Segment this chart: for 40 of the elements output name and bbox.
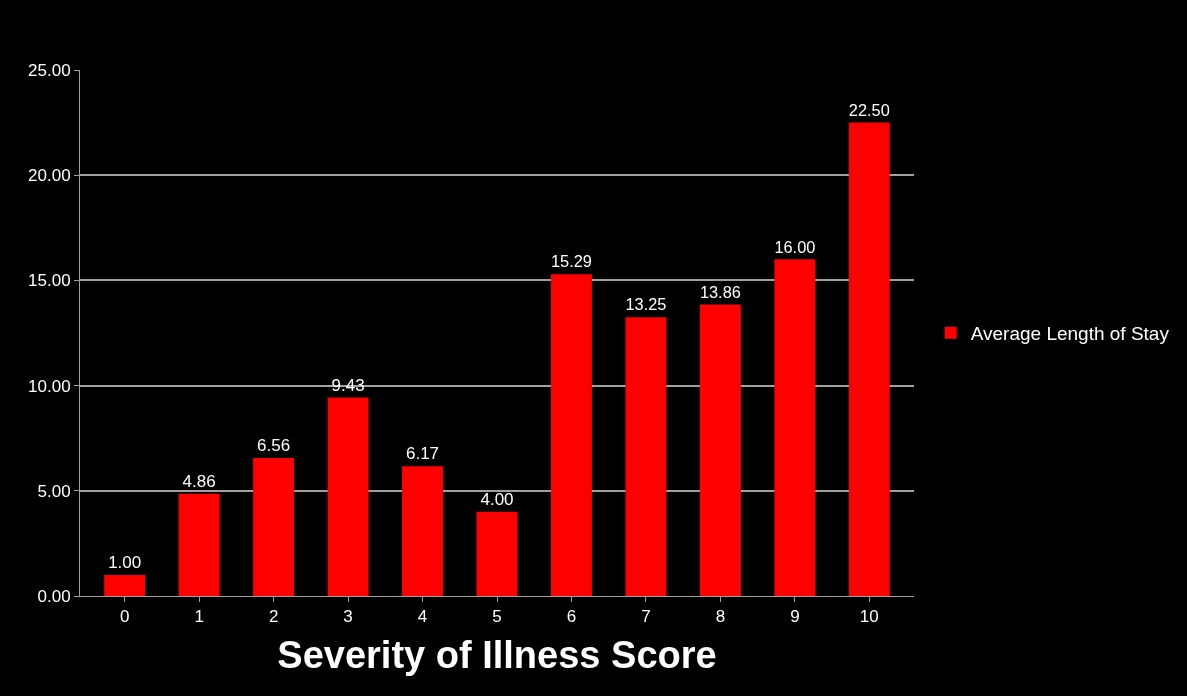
x-tick-label: 2 bbox=[268, 607, 279, 627]
bar bbox=[104, 574, 146, 596]
bar bbox=[476, 511, 518, 596]
bar bbox=[699, 304, 741, 596]
x-tick-label: 10 bbox=[859, 607, 879, 627]
x-tick-label: 3 bbox=[343, 607, 353, 627]
bar bbox=[178, 493, 220, 596]
data-label: 13.86 bbox=[699, 282, 741, 301]
legend-label: Average Length of Stay bbox=[970, 323, 1170, 345]
data-label: 13.25 bbox=[625, 295, 667, 314]
data-label: 6.56 bbox=[257, 435, 291, 455]
y-tick-label: 20.00 bbox=[28, 166, 71, 186]
data-label: 15.29 bbox=[550, 252, 592, 271]
x-tick-label: 8 bbox=[715, 607, 726, 627]
bar bbox=[550, 274, 592, 596]
x-tick-label: 5 bbox=[492, 607, 502, 627]
y-tick-label: 10.00 bbox=[28, 376, 71, 396]
bar bbox=[625, 317, 667, 596]
data-label: 16.00 bbox=[774, 237, 816, 256]
data-label: 1.00 bbox=[108, 552, 142, 572]
data-label: 4.00 bbox=[480, 489, 514, 509]
x-tick-label: 4 bbox=[417, 607, 428, 627]
x-tick-label: 9 bbox=[790, 607, 800, 627]
x-axis-title: Severity of Illness Score bbox=[277, 633, 717, 676]
bar bbox=[402, 466, 444, 596]
x-tick-label: 6 bbox=[566, 607, 577, 627]
data-label: 4.86 bbox=[182, 471, 216, 491]
bar bbox=[848, 122, 890, 596]
y-tick-label: 0.00 bbox=[37, 586, 71, 606]
y-tick-label: 15.00 bbox=[28, 271, 71, 291]
x-tick-label: 0 bbox=[119, 607, 130, 627]
data-label: 22.50 bbox=[848, 100, 890, 119]
bar bbox=[774, 259, 816, 596]
data-label: 6.17 bbox=[405, 444, 440, 464]
y-tick-label: 5.00 bbox=[37, 481, 71, 501]
x-tick-label: 1 bbox=[194, 607, 204, 627]
y-tick-label: 25.00 bbox=[28, 60, 71, 80]
bar bbox=[327, 397, 369, 596]
bar bbox=[253, 457, 295, 596]
x-tick-label: 7 bbox=[641, 607, 651, 627]
